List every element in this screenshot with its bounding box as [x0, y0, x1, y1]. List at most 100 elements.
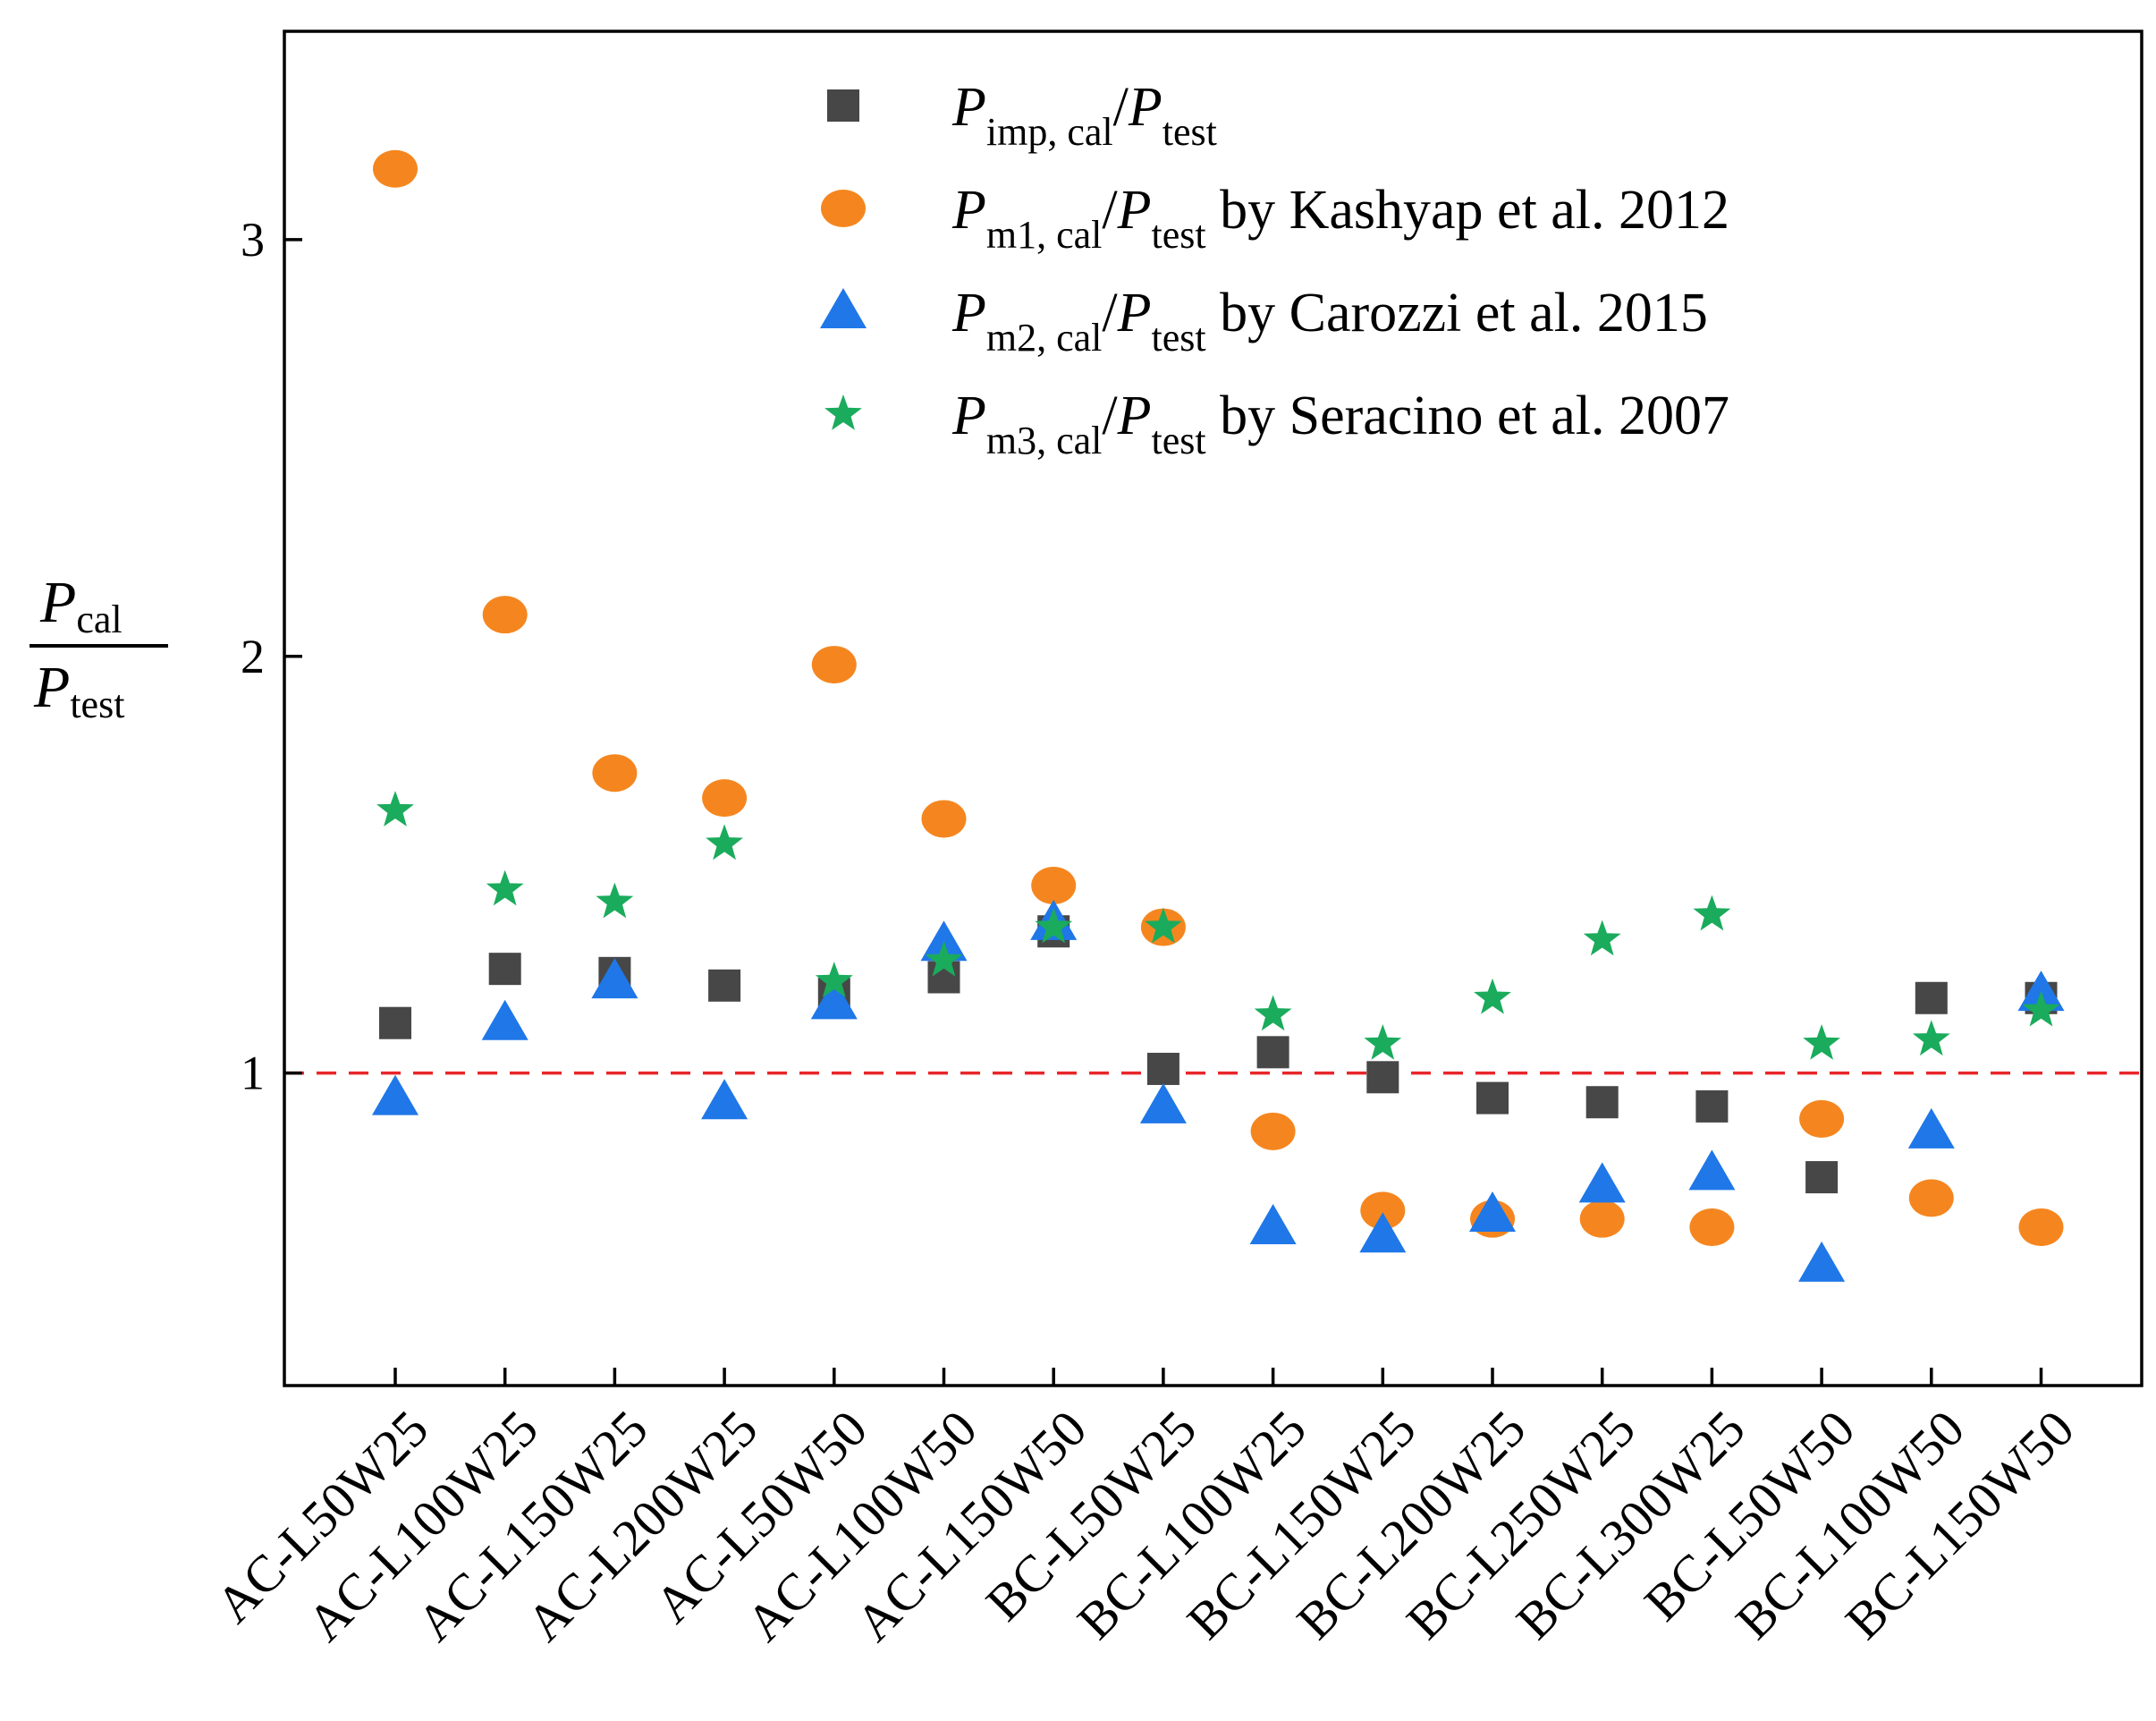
- legend-triangle-marker: [820, 288, 867, 328]
- legend-main2: P: [1128, 77, 1163, 138]
- legend-label: Pimp, cal/Ptest: [951, 77, 1217, 154]
- star-point: [706, 824, 743, 860]
- legend-slash: /: [1102, 386, 1118, 446]
- circle-point: [2018, 1208, 2064, 1246]
- star-point: [376, 791, 414, 827]
- y-label-denominator: Ptest: [33, 655, 124, 726]
- square-point: [1695, 1089, 1729, 1123]
- circle-point: [1908, 1179, 1954, 1217]
- circle-point: [592, 754, 638, 793]
- legend-suffix: by Kashyap et al. 2012: [1206, 180, 1729, 241]
- square-point: [488, 953, 521, 986]
- triangle-point: [1798, 1241, 1846, 1282]
- legend-entry: Pimp, cal/Ptest: [827, 77, 1217, 154]
- legend-slash: /: [1102, 180, 1118, 241]
- square-point: [1146, 1052, 1179, 1085]
- plot-area: [284, 149, 2142, 1282]
- legend-sub2: test: [1152, 213, 1206, 257]
- triangle-point: [372, 1074, 419, 1115]
- star-point: [1693, 894, 1731, 931]
- legend-main1: P: [951, 283, 986, 343]
- circle-point: [702, 779, 748, 818]
- square-point: [379, 1006, 411, 1039]
- plot-frame: [283, 30, 2143, 1387]
- star-point: [1583, 920, 1621, 956]
- y-tick-label: 3: [241, 213, 265, 267]
- triangle-point: [1139, 1082, 1187, 1123]
- star-point: [1035, 907, 1073, 944]
- star-point: [2022, 990, 2060, 1027]
- circle-point: [1250, 1112, 1296, 1150]
- star-point: [1803, 1024, 1840, 1060]
- triangle-point: [2017, 971, 2065, 1012]
- y-label-num-main: P: [39, 570, 76, 635]
- legend-sub2: test: [1152, 316, 1206, 360]
- triangle-point: [1578, 1162, 1626, 1203]
- axes: 123AC-L50W25AC-L100W25AC-L150W25AC-L200W…: [205, 30, 2143, 1652]
- star-point: [486, 869, 524, 906]
- star-point: [596, 882, 634, 919]
- triangle-point: [1469, 1191, 1516, 1233]
- circle-point: [1799, 1099, 1845, 1138]
- circle-point: [921, 800, 967, 838]
- legend-label: Pm2, cal/Ptest by Carozzi et al. 2015: [951, 283, 1708, 360]
- legend-suffix: by Seracino et al. 2007: [1206, 386, 1729, 446]
- y-tick-label: 2: [241, 630, 265, 683]
- star-point: [1474, 978, 1511, 1014]
- circle-point: [482, 596, 528, 634]
- series-star: [376, 791, 2060, 1060]
- legend-main2: P: [1117, 283, 1152, 343]
- star-point: [815, 962, 853, 997]
- y-label-numerator: Pcal: [39, 570, 123, 641]
- square-point: [1476, 1081, 1509, 1115]
- series-square: [379, 915, 2058, 1194]
- y-label-num-sub: cal: [76, 598, 122, 641]
- legend-label: Pm3, cal/Ptest by Seracino et al. 2007: [951, 386, 1729, 462]
- legend-sub1: m1, cal: [986, 213, 1103, 257]
- legend-slash: /: [1102, 283, 1118, 343]
- square-point: [1585, 1086, 1619, 1119]
- y-tick-label: 1: [241, 1047, 265, 1100]
- circle-point: [1360, 1191, 1406, 1230]
- triangle-point: [920, 920, 968, 962]
- series-triangle: [372, 899, 2065, 1282]
- legend-sub2: test: [1163, 110, 1217, 154]
- triangle-point: [1907, 1107, 1955, 1149]
- circle-point: [1579, 1200, 1625, 1238]
- circle-point: [1689, 1208, 1735, 1246]
- star-point: [925, 940, 963, 977]
- square-point: [1256, 1036, 1289, 1069]
- legend-entry: Pm2, cal/Ptest by Carozzi et al. 2015: [820, 283, 1708, 360]
- circle-point: [811, 646, 857, 684]
- triangle-point: [810, 979, 858, 1020]
- legend-sub1: m2, cal: [986, 316, 1103, 360]
- triangle-point: [701, 1079, 748, 1120]
- star-point: [1145, 907, 1182, 944]
- triangle-point: [1359, 1212, 1407, 1253]
- legend-main1: P: [951, 386, 986, 446]
- triangle-point: [591, 958, 638, 999]
- legend-main2: P: [1117, 180, 1152, 241]
- star-point: [1254, 995, 1292, 1031]
- y-label-den-main: P: [33, 655, 70, 720]
- legend-label: Pm1, cal/Ptest by Kashyap et al. 2012: [951, 180, 1729, 257]
- legend-main1: P: [951, 180, 986, 241]
- square-point: [708, 969, 741, 1002]
- legend-star-marker: [824, 394, 862, 430]
- series-circle: [373, 149, 2064, 1246]
- legend-main2: P: [1117, 386, 1152, 446]
- triangle-point: [1249, 1203, 1297, 1244]
- legend-entry: Pm1, cal/Ptest by Kashyap et al. 2012: [821, 180, 1729, 257]
- legend-sub2: test: [1152, 419, 1206, 462]
- triangle-point: [481, 999, 528, 1040]
- y-label-den-sub: test: [70, 682, 124, 726]
- legend-suffix: by Carozzi et al. 2015: [1206, 283, 1708, 343]
- legend-sub1: imp, cal: [986, 110, 1113, 154]
- star-point: [1912, 1020, 1950, 1056]
- circle-point: [373, 149, 418, 188]
- circle-point: [1031, 866, 1077, 904]
- triangle-point: [1688, 1149, 1736, 1191]
- legend-circle-marker: [821, 190, 866, 227]
